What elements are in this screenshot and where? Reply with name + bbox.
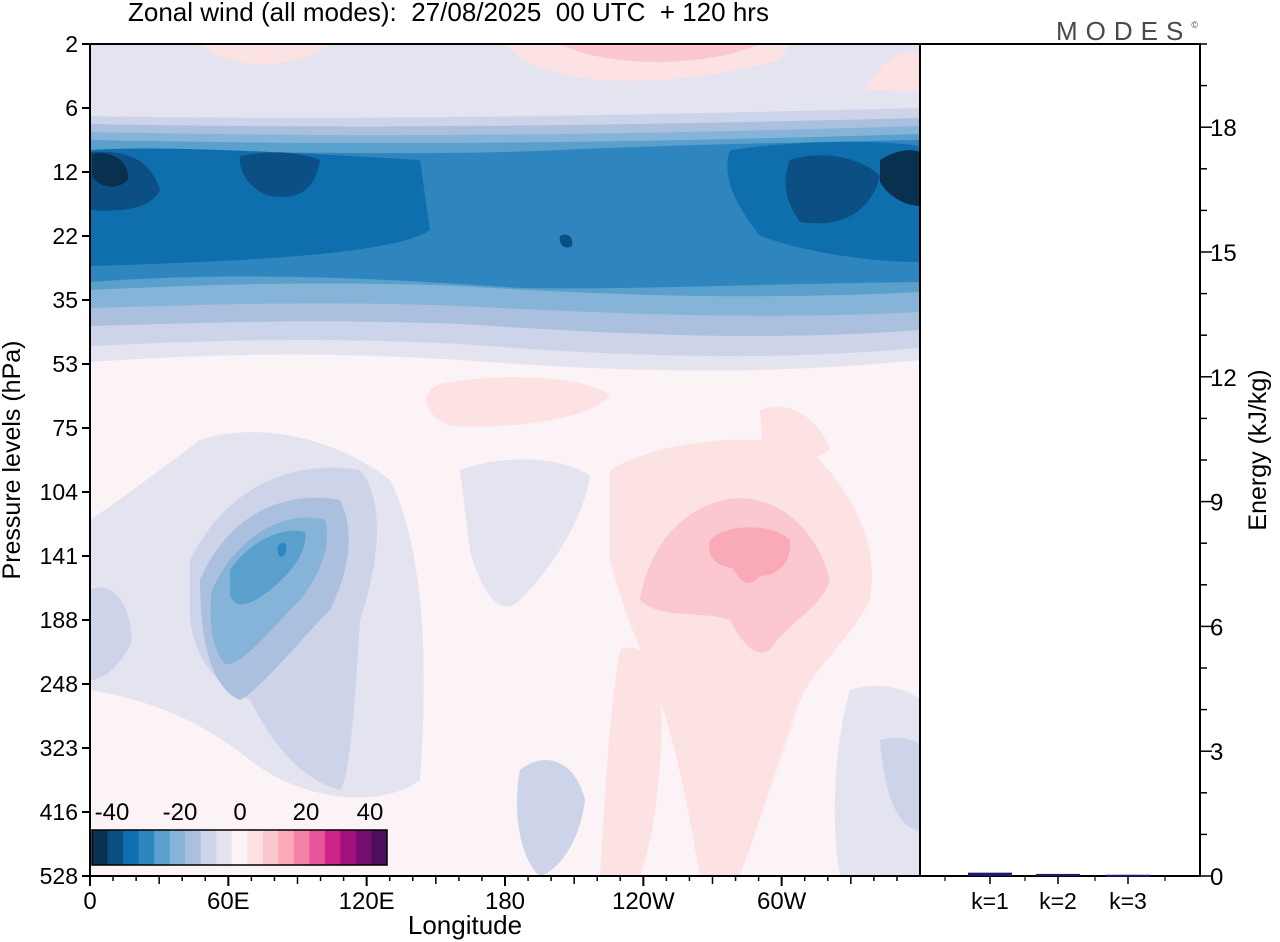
contour-band: [785, 155, 880, 224]
contour-band: [460, 459, 590, 607]
x-tick-label: 180: [485, 888, 525, 915]
y-tick-label: 6: [65, 95, 78, 121]
colorbar: -40 -20 0 20 40: [91, 799, 388, 866]
contour-band: [90, 148, 430, 266]
x-tick-label: 60W: [757, 888, 807, 915]
colorbar-swatch: [324, 830, 341, 865]
y-tick-label: 22: [52, 223, 78, 249]
colorbar-swatch: [278, 830, 295, 865]
energy-category-label: k=1: [971, 888, 1009, 914]
contour-band: [865, 51, 920, 92]
colorbar-swatch: [107, 830, 124, 865]
energy-tick-label: 0: [1210, 864, 1223, 891]
colorbar-swatch: [123, 830, 140, 865]
colorbar-swatch: [216, 830, 233, 865]
y-tick-label: 188: [40, 607, 78, 633]
y-tick-label: 323: [40, 735, 78, 761]
contour-band: [560, 44, 760, 63]
copyright-mark: ©: [1191, 20, 1198, 30]
contour-band: [277, 542, 287, 557]
colorbar-swatch: [231, 830, 248, 865]
energy-tick-label: 6: [1210, 614, 1223, 641]
contour-band: [880, 737, 920, 830]
y-tick-label: 416: [40, 799, 78, 825]
x-tick-label: 120W: [612, 888, 675, 915]
y-tick-label: 248: [40, 671, 78, 697]
colorbar-swatch: [154, 830, 171, 865]
energy-tick-label: 3: [1210, 739, 1223, 766]
energy-axis-label: Energy (kJ/kg): [1244, 369, 1272, 530]
colorbar-swatch: [200, 830, 217, 865]
contour-band: [92, 153, 129, 187]
modes-logo: MODES©: [1056, 16, 1198, 47]
colorbar-label: 20: [293, 799, 320, 826]
colorbar-swatch: [185, 830, 202, 865]
energy-bar-k=3: [1106, 874, 1150, 877]
contour-band: [600, 647, 662, 876]
x-tick-label: 0: [83, 888, 96, 915]
energy-tick-label: 12: [1210, 365, 1237, 392]
colorbar-swatch: [262, 830, 279, 865]
colorbar-label: -20: [163, 799, 198, 826]
y-tick-label: 12: [52, 159, 78, 185]
contour-band: [426, 377, 610, 427]
y-tick-label: 141: [40, 543, 78, 569]
contour-band: [239, 152, 320, 197]
colorbar-label: -40: [95, 799, 130, 826]
contour-band: [516, 760, 585, 876]
colorbar-label: 40: [357, 799, 384, 826]
y-tick-label: 75: [52, 415, 78, 441]
contour-band: [90, 587, 132, 680]
colorbar-swatch: [371, 830, 388, 865]
colorbar-swatch: [247, 830, 264, 865]
contour-band: [200, 44, 330, 65]
y-axis-label: Pressure levels (hPa): [0, 341, 26, 580]
colorbar-swatch: [138, 830, 155, 865]
y-tick-label: 528: [40, 863, 78, 889]
contour-band: [559, 234, 573, 248]
colorbar-swatch: [293, 830, 310, 865]
chart-title: Zonal wind (all modes): 27/08/2025 00 UT…: [128, 0, 769, 27]
energy-tick-label: 9: [1210, 490, 1223, 517]
colorbar-swatch: [340, 830, 357, 865]
axes: 0 60E 120E 180 120W 60W Longitude 2 6 12 22 35 53 75 1…: [0, 31, 898, 940]
x-tick-label: 60E: [207, 888, 250, 915]
y-tick-label: 35: [52, 287, 78, 313]
colorbar-swatch: [92, 830, 109, 865]
energy-plot-frame: [919, 43, 1201, 877]
colorbar-swatch: [309, 830, 326, 865]
energy-category-label: k=3: [1109, 888, 1147, 914]
colorbar-label: 0: [233, 799, 246, 826]
energy-tick-label: 15: [1210, 240, 1237, 267]
colorbar-swatch: [169, 830, 186, 865]
x-tick-label: 120E: [339, 888, 395, 915]
energy-category-label: k=2: [1039, 888, 1077, 914]
y-tick-label: 2: [65, 31, 78, 57]
energy-bar-k=2: [1036, 873, 1080, 876]
contour-band: [230, 530, 306, 605]
y-tick-label: 104: [40, 479, 79, 505]
x-axis-label: Longitude: [408, 910, 522, 940]
contour-band: [709, 527, 791, 583]
y-tick-label: 53: [52, 351, 78, 377]
brand-text: MODES: [1056, 16, 1192, 46]
energy-bar-k=1: [968, 872, 1012, 876]
colorbar-frame: [91, 829, 388, 866]
colorbar-swatch: [355, 830, 372, 865]
wind-contour-field: [90, 44, 920, 876]
contour-band: [834, 685, 920, 876]
contour-band: [880, 150, 920, 206]
energy-panel: 0 3 6 9 12 15 18 Energy (kJ/kg) k=1 k=2 k=3: [944, 43, 1272, 914]
energy-tick-label: 18: [1210, 115, 1237, 142]
